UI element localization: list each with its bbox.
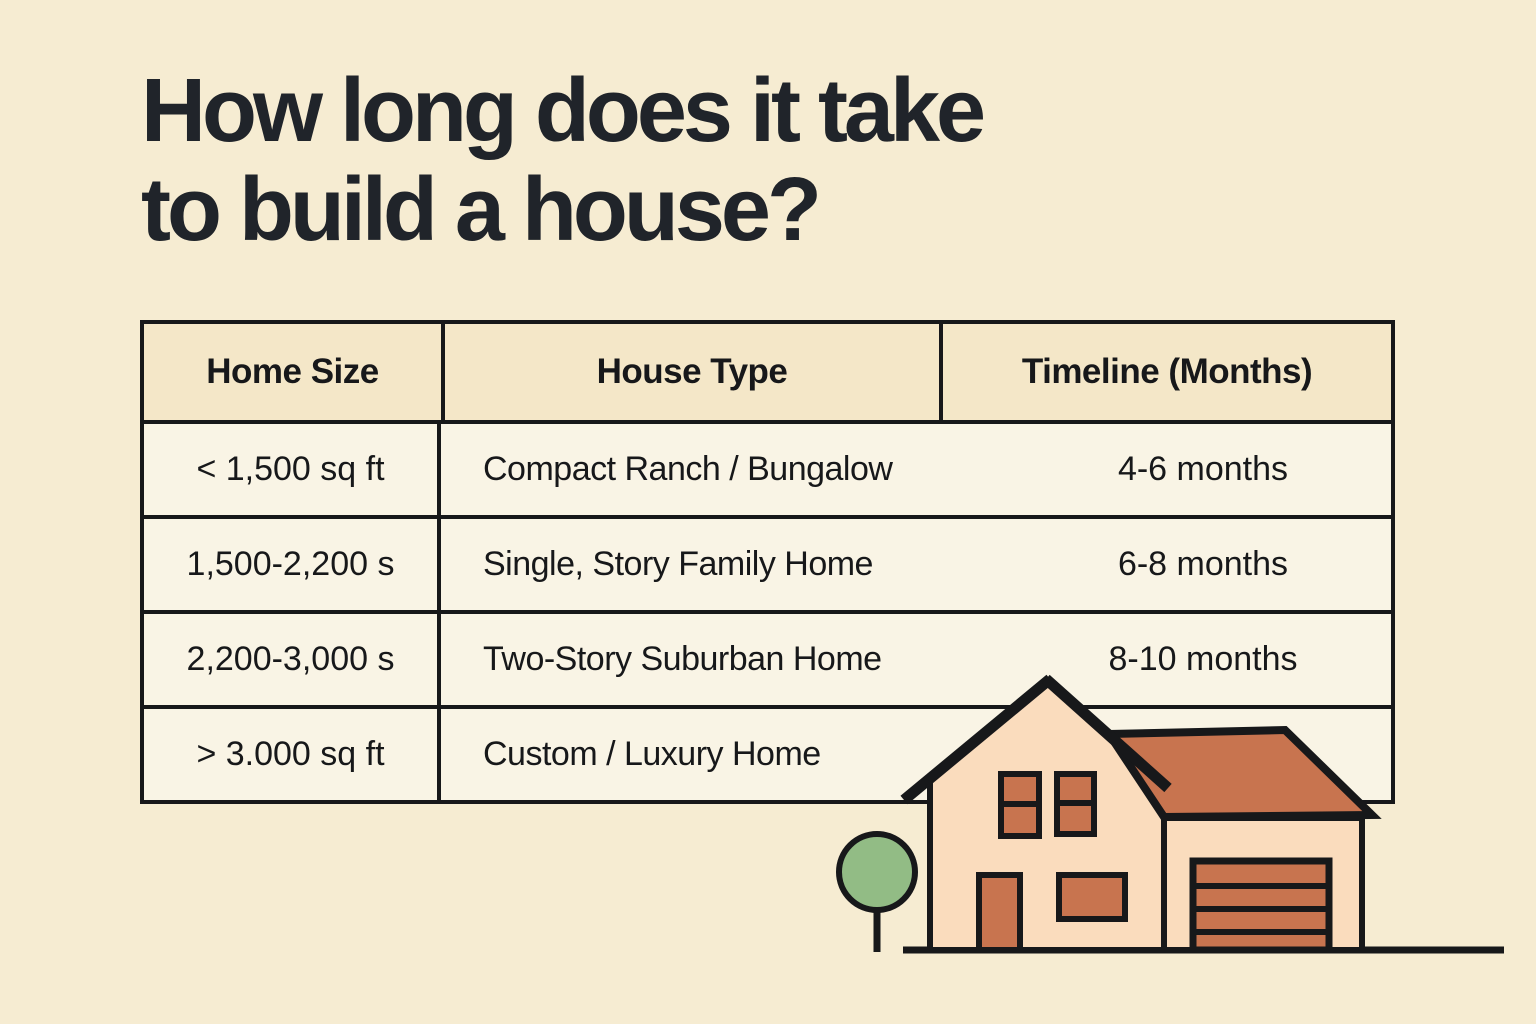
table-row: > 3.000 sq ft Custom / Luxury Home <box>144 705 1391 800</box>
tree-icon <box>836 831 918 952</box>
house-type-value: Two-Story Suburban Home <box>483 640 882 678</box>
timeline-value: 4-6 months <box>1117 450 1289 488</box>
front-door <box>976 872 1023 953</box>
house-type-value: Single, Story Family Home <box>483 545 873 583</box>
table-row: 2,200-3,000 s Two-Story Suburban Home 8-… <box>144 610 1391 705</box>
page-title: How long does it take to build a house? <box>141 61 986 260</box>
table-header-row: Home Size House Type Timeline (Months) <box>144 324 1391 420</box>
column-header-house-type: House Type <box>441 324 939 420</box>
home-size-value: 1,500-2,200 s <box>144 519 441 610</box>
timeline-value: 8-10 months <box>1108 640 1298 678</box>
lower-window <box>1056 872 1128 922</box>
column-header-timeline: Timeline (Months) <box>939 324 1391 420</box>
garage-door <box>1189 857 1333 954</box>
page-title-line1: How long does it take <box>141 61 986 161</box>
build-time-table: Home Size House Type Timeline (Months) <… <box>140 320 1395 804</box>
column-header-home-size: Home Size <box>206 352 379 391</box>
home-size-value: > 3.000 sq ft <box>144 709 441 800</box>
home-size-value: < 1,500 sq ft <box>144 424 441 515</box>
table-row: < 1,500 sq ft Compact Ranch / Bungalow 4… <box>144 420 1391 515</box>
timeline-value: 6-8 months <box>1117 545 1289 583</box>
garage-wall <box>1161 815 1365 953</box>
page-title-line2: to build a house? <box>141 160 822 260</box>
house-type-value: Compact Ranch / Bungalow <box>483 450 893 488</box>
home-size-value: 2,200-3,000 s <box>144 614 441 705</box>
house-type-value: Custom / Luxury Home <box>483 735 821 773</box>
table-row: 1,500-2,200 s Single, Story Family Home … <box>144 515 1391 610</box>
